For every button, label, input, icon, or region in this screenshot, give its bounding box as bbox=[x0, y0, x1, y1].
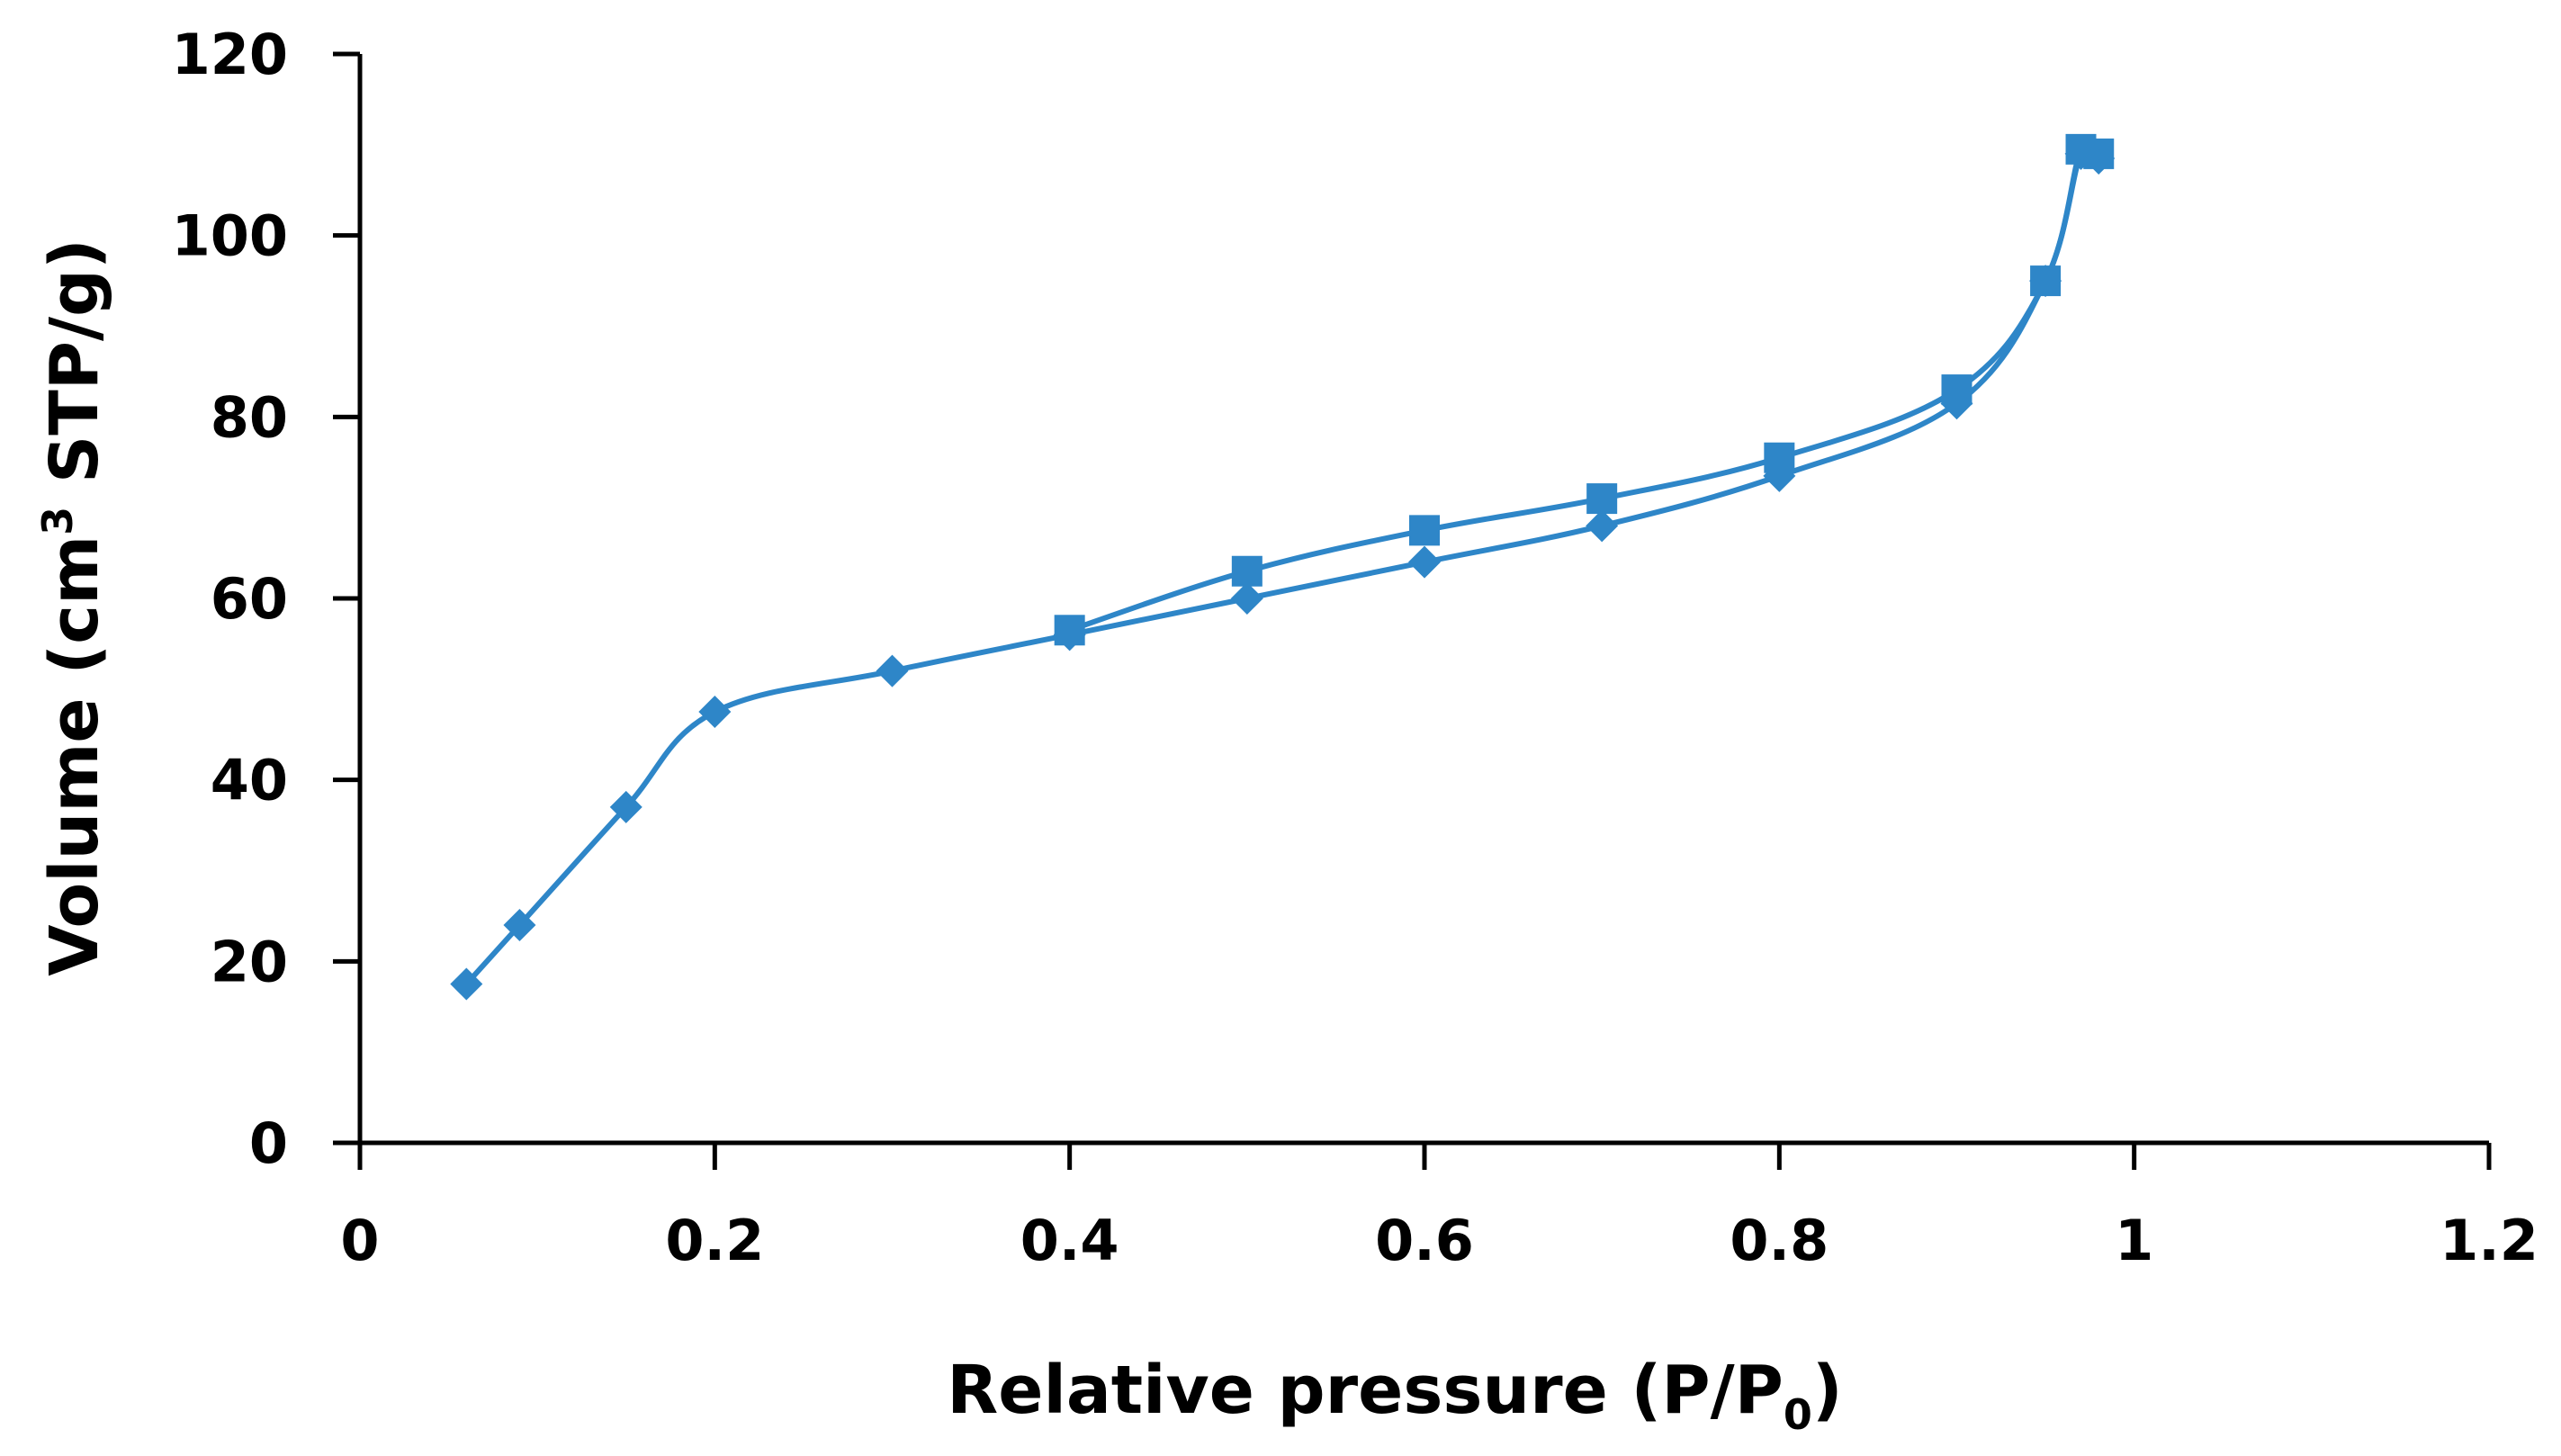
x-tick-label: 0.4 bbox=[1020, 1208, 1119, 1273]
series-desorption bbox=[1054, 133, 2115, 646]
y-axis-title: Volume (cm3 STP/g) bbox=[33, 238, 113, 976]
x-tick-label: 1 bbox=[2115, 1208, 2153, 1273]
x-tick-label: 1.2 bbox=[2440, 1208, 2539, 1273]
data-point-adsorption bbox=[876, 654, 909, 688]
data-point-adsorption bbox=[1230, 582, 1263, 615]
data-point-desorption bbox=[1764, 442, 1795, 473]
data-point-desorption bbox=[1231, 555, 1263, 587]
data-point-adsorption bbox=[1586, 509, 1619, 543]
data-point-adsorption bbox=[609, 790, 642, 823]
series-layer bbox=[450, 133, 2116, 1001]
data-point-desorption bbox=[2083, 138, 2115, 169]
data-point-adsorption bbox=[450, 967, 483, 1001]
x-tick-label: 0.8 bbox=[1730, 1208, 1829, 1273]
data-point-adsorption bbox=[503, 909, 536, 941]
data-point-desorption bbox=[1054, 615, 1085, 646]
y-tick-label: 40 bbox=[211, 748, 288, 813]
y-tick-label: 0 bbox=[249, 1110, 288, 1176]
y-tick-label: 80 bbox=[211, 384, 288, 450]
y-axis-title-superscript: 3 bbox=[33, 507, 82, 535]
x-axis-title-main: Relative pressure (P/P bbox=[947, 1352, 1784, 1429]
y-tick-label: 100 bbox=[172, 203, 288, 269]
x-tick-label: 0.2 bbox=[665, 1208, 764, 1273]
series-adsorption bbox=[450, 137, 2116, 1001]
data-point-adsorption bbox=[1408, 545, 1441, 579]
y-axis-title-main: Volume (cm bbox=[36, 535, 113, 976]
y-axis-title-tail: STP/g) bbox=[36, 238, 113, 507]
x-axis-title-subscript: 0 bbox=[1784, 1390, 1812, 1439]
data-point-desorption bbox=[1409, 515, 1440, 546]
x-axis-title-tail: ) bbox=[1812, 1352, 1843, 1429]
data-point-desorption bbox=[1586, 483, 1618, 515]
y-tick-label: 120 bbox=[172, 22, 288, 87]
y-tick-label: 20 bbox=[211, 929, 288, 994]
x-tick-label: 0.6 bbox=[1375, 1208, 1474, 1273]
data-point-desorption bbox=[2030, 265, 2062, 297]
y-tick-label: 60 bbox=[211, 566, 288, 632]
data-point-desorption bbox=[1941, 374, 1972, 406]
x-axis-title: Relative pressure (P/P0) bbox=[947, 1352, 1842, 1439]
x-tick-label: 0 bbox=[340, 1208, 379, 1273]
axes: 0 0.2 0.4 0.6 0.8 1 1.2 0 20 40 60 80 100 120 bbox=[172, 22, 2539, 1273]
data-point-adsorption bbox=[698, 696, 732, 729]
series-line-adsorption bbox=[464, 142, 2101, 986]
series-line-desorption bbox=[1068, 137, 2101, 634]
